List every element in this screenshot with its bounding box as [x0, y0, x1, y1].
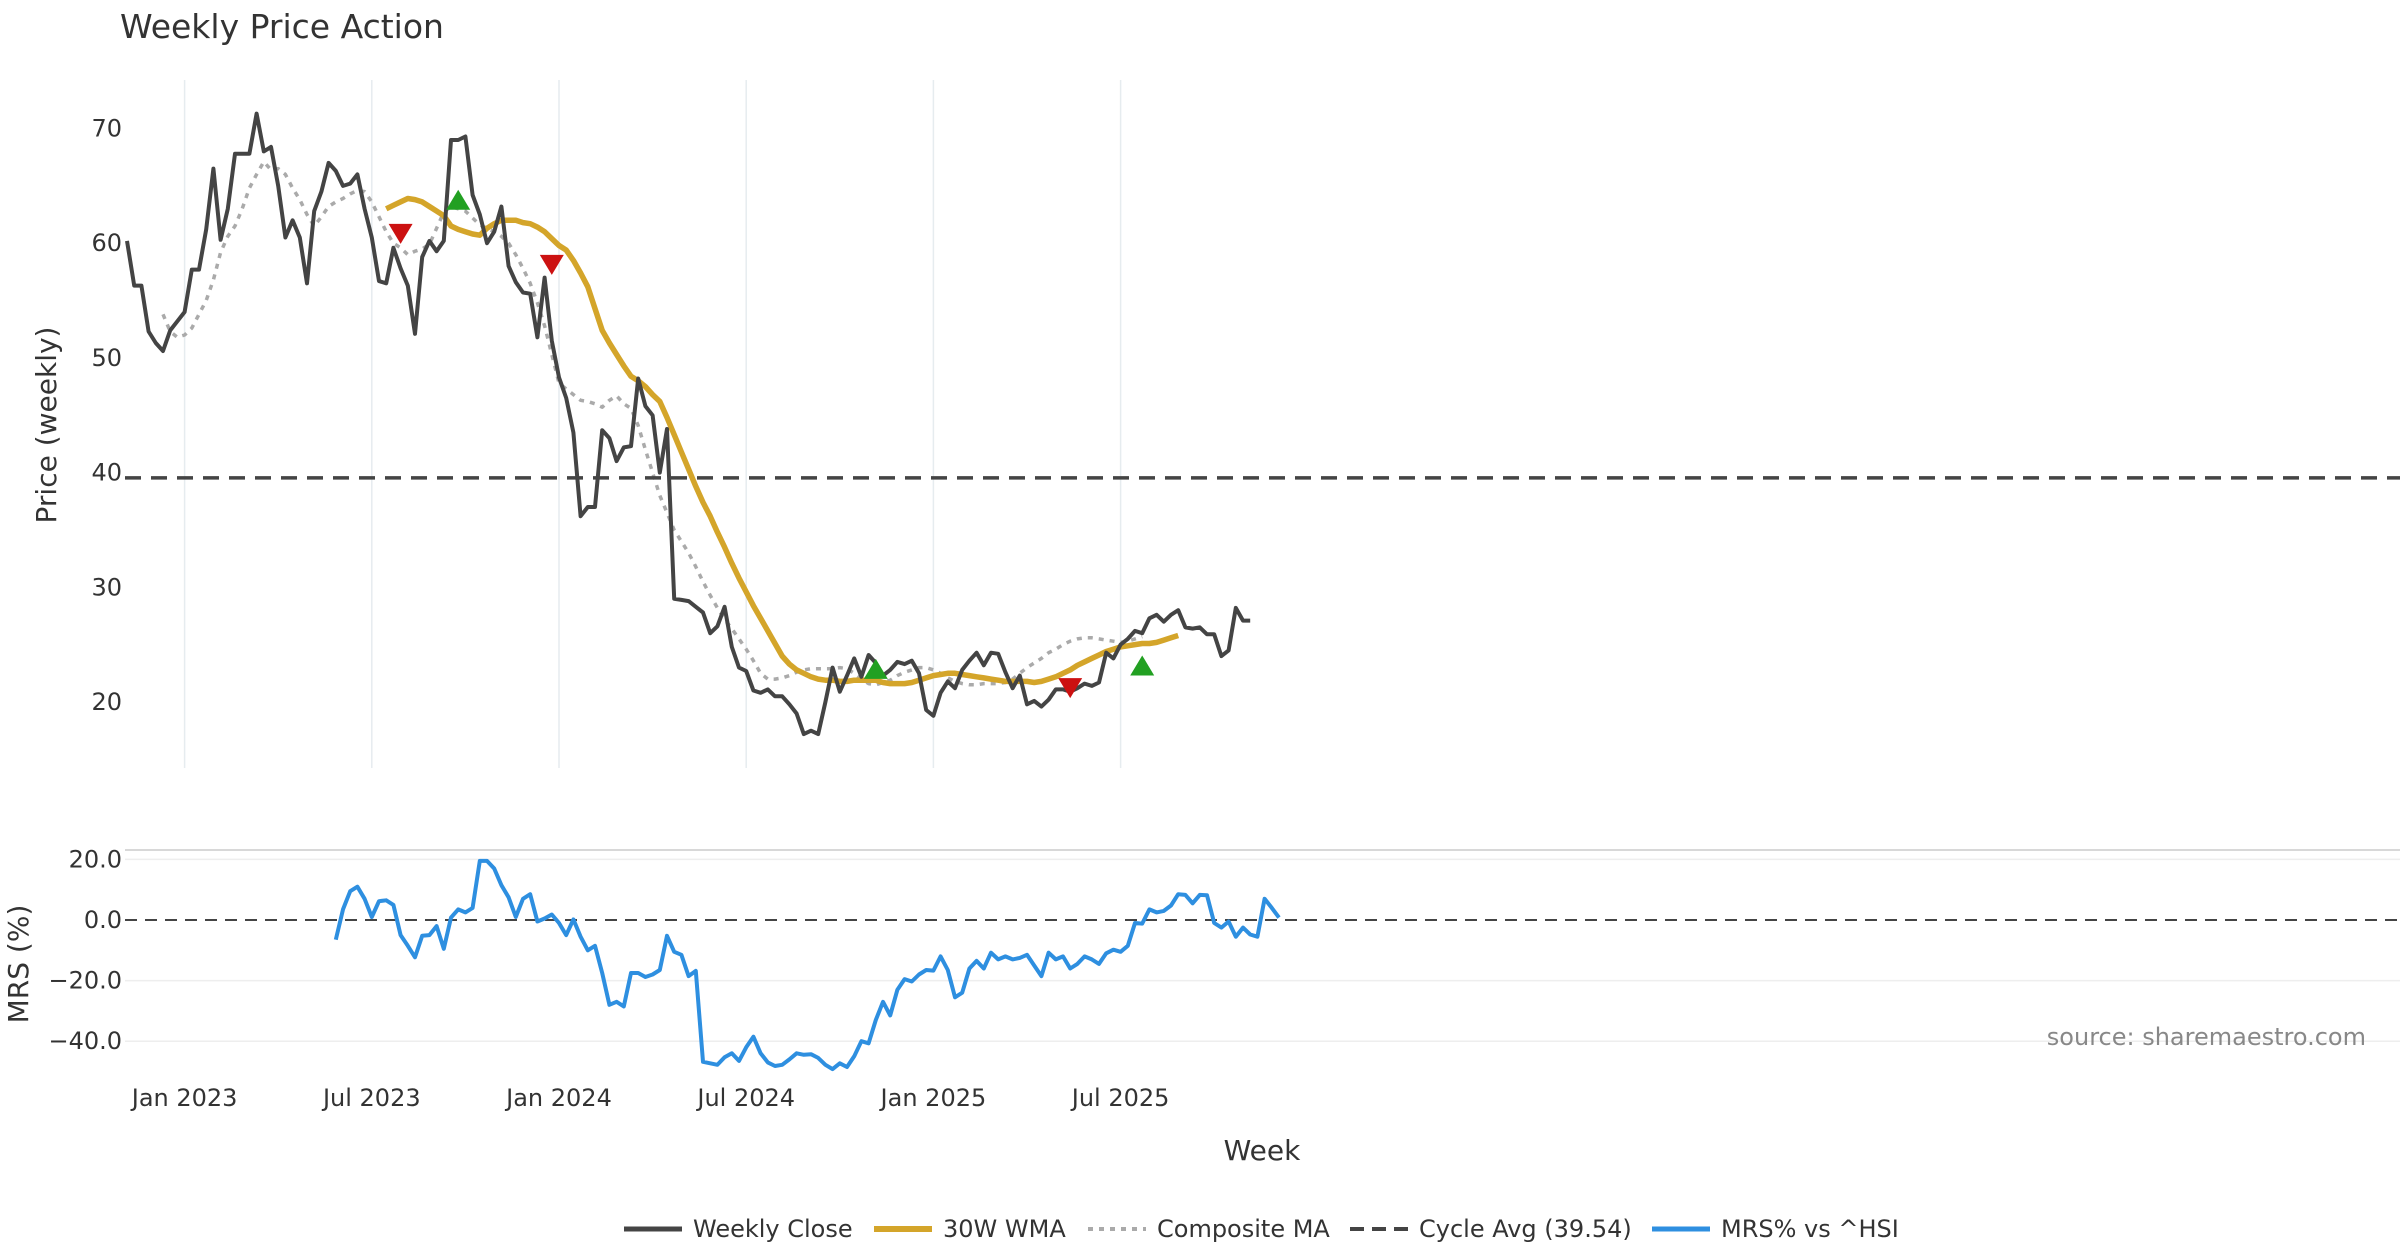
xtick-3: Jul 2024 — [695, 1084, 795, 1112]
buy-signal-marker-1 — [863, 658, 888, 679]
mrs-ytick-1: 0.0 — [84, 906, 122, 934]
mrs-ytick-2: −20.0 — [48, 967, 122, 995]
sell-signal-marker-1 — [539, 254, 564, 275]
buy-signal-marker-2 — [1130, 655, 1155, 676]
xtick-1: Jul 2023 — [321, 1084, 421, 1112]
legend-label-2: Composite MA — [1157, 1215, 1330, 1243]
wma-30w-line — [384, 195, 1180, 687]
x-axis-title: Week — [1224, 1134, 1301, 1167]
xtick-2: Jan 2024 — [504, 1084, 612, 1112]
legend-label-3: Cycle Avg (39.54) — [1419, 1215, 1632, 1243]
chart-title: Weekly Price Action — [120, 7, 444, 46]
composite-ma-line — [161, 160, 1143, 687]
mrs-ytick-3: −40.0 — [48, 1027, 122, 1055]
price-ytick-70: 70 — [91, 115, 122, 143]
source-annotation: source: sharemaestro.com — [2047, 1023, 2366, 1051]
price-ytick-20: 20 — [91, 688, 122, 716]
sell-signal-marker-2 — [1058, 678, 1083, 699]
legend-label-0: Weekly Close — [693, 1215, 853, 1243]
weekly-close-line — [125, 111, 1251, 737]
legend-label-1: 30W WMA — [943, 1215, 1066, 1243]
price-series-group — [125, 111, 2400, 737]
xtick-5: Jul 2025 — [1070, 1084, 1170, 1112]
buy-signal-marker-0 — [446, 189, 471, 210]
signal-markers — [388, 189, 1155, 699]
chart-legend: Weekly Close 30W WMA Composite MA Cycle Avg… — [624, 1215, 1899, 1243]
mrs-ytick-0: 20.0 — [69, 845, 122, 873]
axis-ticks: 20 30 40 50 60 70 20.0 0.0 −20.0 −40.0 Jan 2023 Jul… — [48, 115, 1169, 1113]
mrs-series-group — [333, 858, 1281, 1072]
mrs-gridlines — [125, 849, 2400, 1042]
sell-signal-marker-0 — [388, 223, 413, 244]
price-gridlines — [183, 80, 1122, 768]
legend-label-4: MRS% vs ^HSI — [1721, 1215, 1899, 1243]
price-ytick-60: 60 — [91, 229, 122, 257]
mrs-line — [333, 858, 1281, 1072]
price-ytick-40: 40 — [91, 459, 122, 487]
xtick-0: Jan 2023 — [130, 1084, 238, 1112]
price-axis-title: Price (weekly) — [30, 327, 63, 524]
price-ytick-30: 30 — [91, 573, 122, 601]
xtick-4: Jan 2025 — [879, 1084, 987, 1112]
price-ytick-50: 50 — [91, 344, 122, 372]
mrs-axis-title: MRS (%) — [2, 905, 35, 1024]
